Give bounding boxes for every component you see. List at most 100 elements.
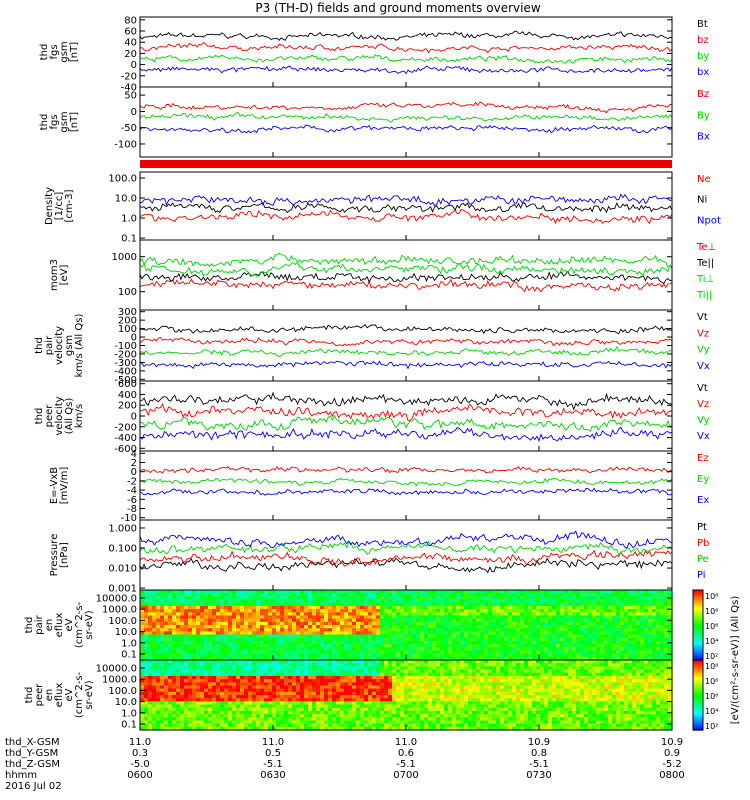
spectrogram-cell	[312, 685, 317, 690]
spectrogram-cell	[196, 628, 201, 632]
spectrogram-cell	[192, 612, 197, 617]
spectrogram-cell	[428, 628, 433, 632]
spectrogram-cell	[296, 647, 301, 652]
spectrogram-cell	[628, 650, 633, 655]
y-tick-label: 40	[124, 38, 137, 49]
spectrogram-cell	[468, 644, 473, 648]
spectrogram-cell	[500, 650, 505, 655]
panel-frame	[139, 86, 673, 158]
spectrogram-cell	[448, 695, 453, 699]
spectrogram-cell	[640, 596, 645, 601]
spectrogram-cell	[256, 679, 261, 683]
spectrogram-cell	[396, 698, 401, 702]
spectrogram-cell	[256, 590, 261, 594]
spectrogram-cell	[640, 634, 645, 639]
spectrogram-cell	[272, 634, 277, 639]
spectrogram-cell	[496, 612, 501, 617]
spectrogram-cell	[444, 612, 449, 617]
spectrogram-cell	[668, 653, 673, 658]
spectrogram-cell	[200, 720, 205, 725]
spectrogram-cell	[576, 647, 581, 652]
spectrogram-cell	[532, 590, 537, 594]
spectrogram-cell	[432, 650, 437, 655]
spectrogram-cell	[308, 640, 313, 645]
spectrogram-cell	[324, 596, 329, 601]
spectrogram-cell	[308, 590, 313, 594]
spectrogram-cell	[240, 682, 245, 687]
spectrogram-cell	[188, 625, 193, 629]
spectrogram-cell	[416, 599, 421, 604]
spectrogram-cell	[372, 717, 377, 722]
spectrogram-cell	[416, 675, 421, 680]
spectrogram-cell	[556, 615, 561, 620]
spectrogram-cell	[360, 644, 365, 648]
spectrogram-cell	[376, 701, 381, 706]
spectrogram-cell	[360, 726, 365, 731]
spectrogram-cell	[424, 653, 429, 658]
spectrogram-cell	[288, 675, 293, 680]
spectrogram-cell	[660, 631, 665, 636]
spectrogram-cell	[572, 593, 577, 597]
spectrogram-cell	[244, 663, 249, 667]
spectrogram-cell	[300, 704, 305, 709]
spectrogram-cell	[656, 609, 661, 613]
spectrogram-cell	[284, 637, 289, 642]
spectrogram-cell	[216, 660, 221, 664]
spectrogram-cell	[364, 590, 369, 594]
spectrogram-cell	[300, 615, 305, 620]
spectrogram-cell	[220, 634, 225, 639]
spectrogram-cell	[660, 628, 665, 632]
spectrogram-cell	[328, 717, 333, 722]
spectrogram-cell	[204, 612, 209, 617]
spectrogram-cell	[504, 596, 509, 601]
spectrogram-cell	[384, 714, 389, 718]
spectrogram-cell	[292, 723, 297, 728]
spectrogram-cell	[284, 710, 289, 715]
spectrogram-cell	[444, 698, 449, 702]
spectrogram-cell	[140, 714, 145, 718]
spectrogram-cell	[168, 707, 173, 712]
spectrogram-cell	[336, 688, 341, 693]
spectrogram-cell	[348, 615, 353, 620]
spectrogram-cell	[432, 634, 437, 639]
spectrogram-cell	[324, 640, 329, 645]
spectrogram-cell	[608, 593, 613, 597]
spectrogram-cell	[592, 625, 597, 629]
spectrogram-cell	[236, 650, 241, 655]
spectrogram-cell	[660, 650, 665, 655]
spectrogram-cell	[628, 615, 633, 620]
spectrogram-cell	[616, 609, 621, 613]
spectrogram-cell	[620, 634, 625, 639]
spectrogram-cell	[212, 628, 217, 632]
spectrogram-cell	[164, 612, 169, 617]
spectrogram-cell	[396, 710, 401, 715]
spectrogram-cell	[180, 640, 185, 645]
spectrogram-cell	[536, 596, 541, 601]
spectrogram-cell	[536, 609, 541, 613]
spectrogram-cell	[252, 650, 257, 655]
spectrogram-cell	[184, 720, 189, 725]
spectrogram-cell	[584, 593, 589, 597]
spectrogram-cell	[524, 634, 529, 639]
spectrogram-cell	[648, 590, 653, 594]
spectrogram-cell	[244, 672, 249, 677]
spectrogram-cell	[668, 621, 673, 626]
spectrogram-cell	[400, 609, 405, 613]
spectrogram-cell	[244, 612, 249, 617]
spectrogram-cell	[288, 707, 293, 712]
spectrogram-cell	[656, 634, 661, 639]
spectrogram-cell	[344, 650, 349, 655]
spectrogram-cell	[232, 599, 237, 604]
spectrogram-cell	[668, 631, 673, 636]
spectrogram-cell	[332, 726, 337, 731]
spectrogram-cell	[152, 650, 157, 655]
spectrogram-cell	[300, 605, 305, 610]
spectrogram-cell	[424, 615, 429, 620]
spectrogram-cell	[444, 663, 449, 667]
spectrogram-cell	[592, 593, 597, 597]
spectrogram-cell	[424, 631, 429, 636]
spectrogram-cell	[148, 605, 153, 610]
legend-entry: Ti⊥	[696, 274, 714, 285]
spectrogram-cell	[288, 628, 293, 632]
spectrogram-cell	[208, 593, 213, 597]
